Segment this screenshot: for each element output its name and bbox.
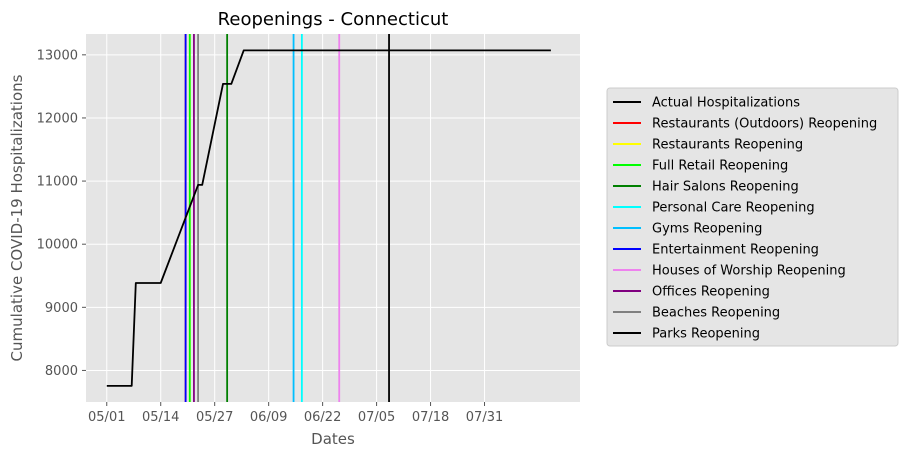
- y-tick-labels: 8000 9000 10000 11000 12000 13000: [37, 48, 86, 379]
- series-layer: [106, 49, 551, 387]
- legend-label: Full Retail Reopening: [652, 159, 788, 174]
- grid-lines: [86, 34, 580, 402]
- chart-title: Reopenings - Connecticut: [218, 9, 449, 30]
- legend-box: [606, 87, 899, 347]
- x-tick-label: 07/18: [412, 410, 449, 425]
- legend-label: Houses of Worship Reopening: [652, 264, 846, 279]
- y-tick-label: 12000: [37, 111, 78, 126]
- x-tick-label: 06/09: [250, 410, 287, 425]
- x-axis-title: Dates: [311, 430, 355, 448]
- reopening-lines: [184, 34, 390, 402]
- legend-items: Actual Hospitalizations Restaurants (Outd…: [613, 96, 877, 342]
- legend: Actual Hospitalizations Restaurants (Outd…: [606, 87, 899, 347]
- plot-background: [86, 34, 580, 402]
- x-tick-label: 05/01: [88, 410, 125, 425]
- y-tick-label: 10000: [37, 238, 78, 253]
- y-axis-title: Cumulative COVID-19 Hospitalizations: [8, 74, 26, 361]
- y-tick-label: 8000: [45, 364, 78, 379]
- x-tick-label: 05/14: [142, 410, 179, 425]
- legend-label: Entertainment Reopening: [652, 243, 819, 258]
- y-tick-label: 11000: [37, 175, 78, 190]
- legend-label: Beaches Reopening: [652, 306, 780, 321]
- legend-label: Parks Reopening: [652, 327, 760, 342]
- x-tick-labels: 05/01 05/14 05/27 06/09 06/22 07/05 07/18 07/31: [88, 402, 503, 425]
- x-tick-label: 05/27: [196, 410, 233, 425]
- y-tick-label: 9000: [45, 301, 78, 316]
- series-line: [106, 49, 551, 387]
- legend-label: Hair Salons Reopening: [652, 180, 799, 195]
- legend-label: Offices Reopening: [652, 285, 770, 300]
- y-tick-label: 13000: [37, 48, 78, 63]
- x-tick-label: 06/22: [304, 410, 341, 425]
- x-tick-label: 07/31: [466, 410, 503, 425]
- legend-label: Personal Care Reopening: [652, 201, 815, 216]
- legend-label: Restaurants (Outdoors) Reopening: [652, 117, 877, 132]
- legend-label: Actual Hospitalizations: [652, 96, 800, 111]
- x-tick-label: 07/05: [358, 410, 395, 425]
- legend-label: Restaurants Reopening: [652, 138, 803, 153]
- legend-label: Gyms Reopening: [652, 222, 762, 237]
